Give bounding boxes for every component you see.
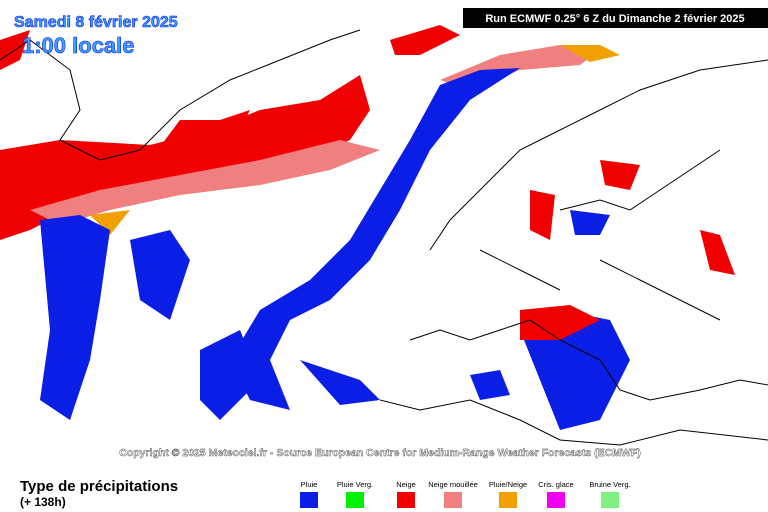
legend-title: Type de précipitations — [20, 478, 178, 495]
time: 1:00 locale — [22, 33, 135, 58]
legend-swatch — [346, 492, 364, 508]
rain-area — [570, 210, 610, 235]
copyright: Copyright © 2025 Meteociel.fr - Source E… — [119, 447, 641, 459]
coastline — [429, 59, 768, 251]
legend-label: Neige — [396, 480, 416, 489]
legend-swatch — [300, 492, 318, 508]
rain-area — [40, 215, 110, 420]
legend-label: Pluie/Neige — [489, 480, 527, 489]
legend-swatch — [499, 492, 517, 508]
rain-area — [130, 230, 380, 420]
legend-swatch — [397, 492, 415, 508]
legend-swatch — [444, 492, 462, 508]
legend-label: Pluie — [301, 480, 318, 489]
snow-area — [0, 25, 460, 160]
legend-label: Neige mouillée — [428, 480, 478, 489]
rain-area — [230, 68, 520, 410]
legend-swatch — [547, 492, 565, 508]
legend-label: Pluie Verg. — [337, 480, 373, 489]
coastline — [0, 29, 361, 161]
wet-snow-area — [30, 140, 380, 225]
snow-area — [520, 160, 735, 340]
run-box — [463, 8, 768, 28]
coastline — [409, 319, 768, 401]
legend-swatch — [601, 492, 619, 508]
run-label: Run ECMWF 0.25° 6 Z du Dimanche 2 févrie… — [485, 13, 744, 25]
date: Samedi 8 février 2025 — [14, 14, 178, 31]
rain-area — [470, 310, 630, 430]
lead-time: (+ 138h) — [20, 495, 66, 509]
border — [479, 149, 721, 321]
coastline — [379, 399, 768, 446]
legend-label: Cris. glace — [538, 480, 573, 489]
legend-label: Bruine Verg. — [589, 480, 630, 489]
